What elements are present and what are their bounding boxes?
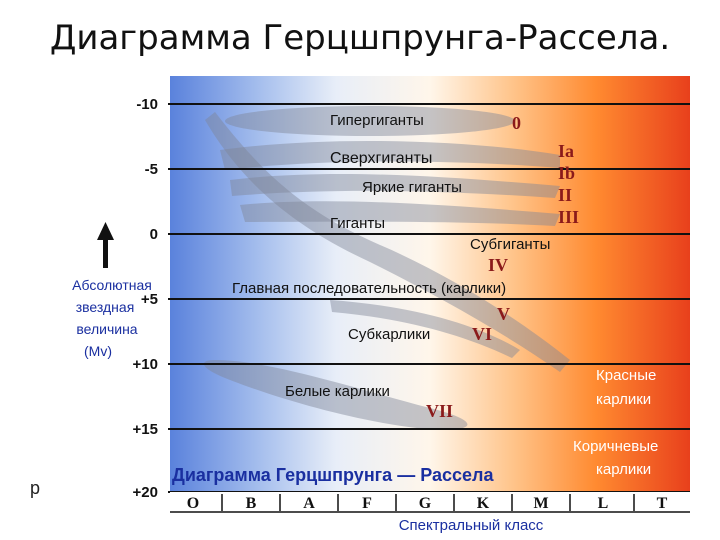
y-axis-label-line: звездная bbox=[76, 299, 135, 315]
label-bright-giants: Яркие гиганты bbox=[362, 179, 462, 196]
y-axis-label-line: Абсолютная bbox=[72, 277, 152, 293]
spectral-class-label: L bbox=[598, 495, 609, 512]
label-brown-dwarfs-line: Коричневые bbox=[573, 438, 658, 455]
lum-class-iii: III bbox=[558, 207, 579, 227]
lum-class-iv: IV bbox=[488, 255, 508, 275]
label-red-dwarfs-line: Красные bbox=[596, 367, 656, 384]
spectral-class-label: F bbox=[362, 495, 372, 512]
y-tick-label: 0 bbox=[150, 226, 158, 243]
lum-class-v: V bbox=[497, 304, 510, 324]
hypergiant-band bbox=[225, 106, 515, 136]
spectral-class-label: O bbox=[187, 495, 199, 512]
label-subdwarfs: Субкарлики bbox=[348, 326, 430, 343]
y-tick-label: -5 bbox=[145, 161, 158, 178]
spectral-class-label: B bbox=[246, 495, 257, 512]
y-axis-label-line: величина bbox=[76, 321, 137, 337]
subdwarf-band bbox=[330, 300, 520, 358]
bright-giant-band bbox=[230, 173, 560, 198]
supergiant-band bbox=[220, 140, 560, 170]
y-tick-label: -10 bbox=[136, 96, 158, 113]
spectral-class-label: G bbox=[419, 495, 432, 512]
y-tick-label: +5 bbox=[141, 291, 158, 308]
spectral-class-label: A bbox=[303, 495, 315, 512]
label-main-sequence: Главная последовательность (карлики) bbox=[232, 280, 506, 297]
slide-title: Диаграмма Герцшпрунга-Рассела. bbox=[49, 18, 671, 58]
y-tick-label: +15 bbox=[133, 421, 158, 438]
y-axis-arrow-icon bbox=[97, 222, 114, 268]
lum-class-ia: Ia bbox=[558, 141, 574, 161]
label-supergiants: Сверхгиганты bbox=[330, 150, 432, 167]
spectrum-background bbox=[170, 76, 690, 508]
lum-class-ii: II bbox=[558, 185, 572, 205]
lum-class-ib: Ib bbox=[558, 163, 575, 183]
y-axis-label-line: (Mv) bbox=[84, 343, 112, 359]
giant-band bbox=[240, 201, 560, 226]
star-bands bbox=[203, 106, 570, 430]
spectral-class-label: T bbox=[657, 495, 668, 512]
spectral-class-label: K bbox=[477, 495, 490, 512]
lum-class-vii: VII bbox=[426, 401, 453, 421]
lum-class-0: 0 bbox=[512, 113, 521, 133]
white-dwarf-band bbox=[203, 360, 468, 430]
spectral-dividers bbox=[221, 494, 635, 511]
chart-title: Диаграмма Герцшпрунга — Рассела bbox=[172, 465, 494, 485]
label-hypergiants: Гипергиганты bbox=[330, 112, 424, 129]
spectral-class-bar bbox=[170, 492, 690, 512]
x-axis-label: Спектральный класс bbox=[399, 517, 544, 534]
lum-class-vi: VI bbox=[472, 324, 492, 344]
y-tick-label: +20 bbox=[133, 484, 158, 501]
label-giants: Гиганты bbox=[330, 215, 385, 232]
stray-text: р bbox=[30, 478, 41, 498]
main-sequence-band bbox=[205, 112, 570, 372]
label-white-dwarfs: Белые карлики bbox=[285, 383, 390, 400]
label-red-dwarfs-line: карлики bbox=[596, 391, 651, 408]
spectral-class-label: M bbox=[533, 495, 548, 512]
label-subgiants: Субгиганты bbox=[470, 236, 550, 253]
y-tick-label: +10 bbox=[133, 356, 158, 373]
label-brown-dwarfs-line: карлики bbox=[596, 461, 651, 478]
